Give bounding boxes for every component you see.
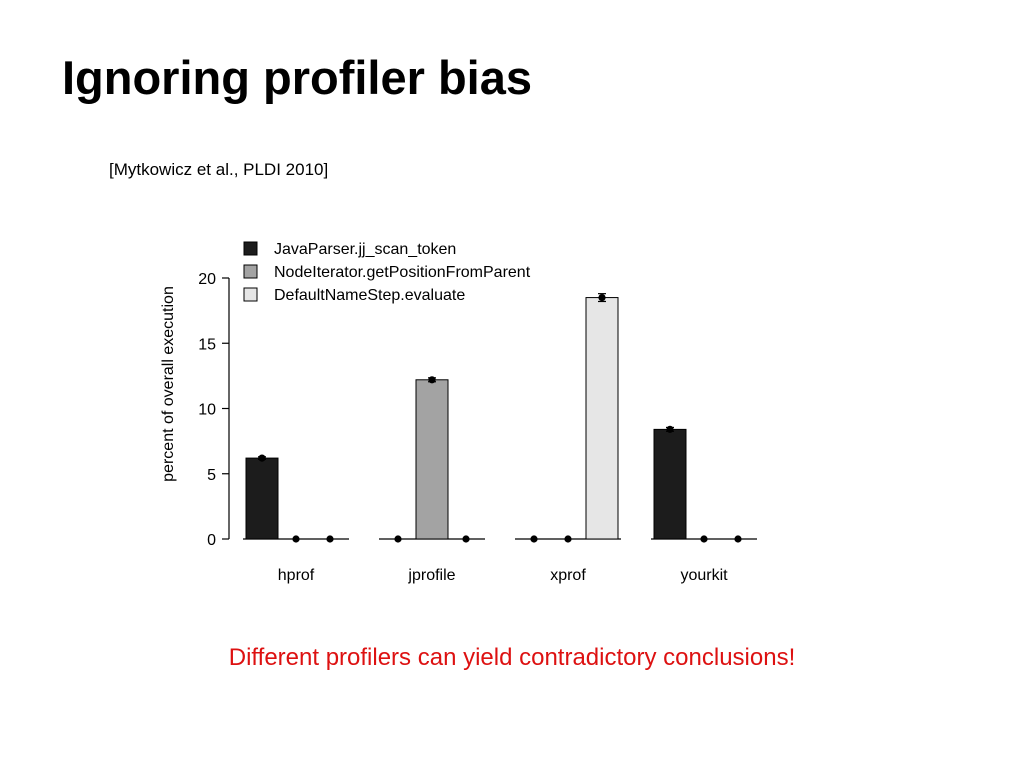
mean-point — [530, 535, 538, 543]
legend-label: DefaultNameStep.evaluate — [274, 287, 465, 304]
bar-group-jprofile — [379, 376, 485, 543]
bar — [415, 379, 449, 540]
mean-point — [258, 454, 266, 462]
legend-label: JavaParser.jj_scan_token — [274, 241, 456, 258]
mean-point — [700, 535, 708, 543]
legend-swatch — [243, 241, 258, 256]
mean-point — [734, 535, 742, 543]
x-tick-label: hprof — [278, 567, 315, 584]
y-tick-label: 15 — [198, 336, 216, 353]
mean-point — [666, 425, 674, 433]
legend-swatch — [243, 264, 258, 279]
bar — [585, 297, 619, 540]
bar — [245, 457, 279, 540]
legend-item: JavaParser.jj_scan_token — [243, 241, 456, 258]
mean-point — [462, 535, 470, 543]
citation: [Mytkowicz et al., PLDI 2010] — [109, 160, 329, 179]
x-tick-label: xprof — [550, 567, 586, 584]
legend-item: DefaultNameStep.evaluate — [243, 287, 465, 304]
legend-item: NodeIterator.getPositionFromParent — [243, 264, 531, 281]
bar-group-xprof — [515, 293, 621, 543]
bar-group-yourkit — [651, 425, 757, 543]
y-tick-label: 20 — [198, 271, 216, 288]
y-axis-label: percent of overall execution — [160, 286, 177, 482]
mean-point — [292, 535, 300, 543]
x-axis-labels: hprof jprofile xprof yourkit — [278, 567, 728, 584]
conclusion-text: Different profilers can yield contradict… — [228, 644, 796, 671]
mean-point — [326, 535, 334, 543]
y-tick-label: 0 — [207, 532, 216, 549]
y-tick-label: 10 — [198, 402, 216, 419]
legend: JavaParser.jj_scan_token NodeIterator.get… — [243, 241, 531, 304]
x-tick-label: yourkit — [680, 567, 728, 584]
bar-group-hprof — [243, 454, 349, 543]
y-axis: 0 5 10 15 20 — [198, 271, 230, 549]
mean-point — [598, 293, 606, 302]
mean-point — [394, 535, 402, 543]
bar — [653, 428, 687, 540]
x-tick-label: jprofile — [407, 567, 455, 584]
mean-point — [564, 535, 572, 543]
legend-label: NodeIterator.getPositionFromParent — [274, 264, 531, 281]
y-tick-label: 5 — [207, 467, 216, 484]
bars — [243, 293, 757, 543]
slide-title: Ignoring profiler bias — [62, 51, 533, 104]
legend-swatch — [243, 287, 258, 302]
mean-point — [428, 376, 436, 384]
bar-chart: 0 5 10 15 20 hprof jprofile xprof yourkit JavaP… — [160, 241, 757, 584]
